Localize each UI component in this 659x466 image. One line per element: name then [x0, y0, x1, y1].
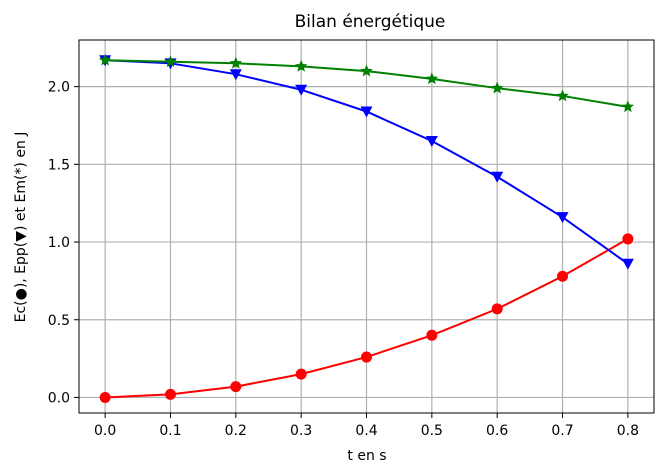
y-tick-label: 1.5 [48, 157, 70, 173]
data-point [557, 270, 569, 282]
y-tick-label: 0.5 [48, 313, 70, 329]
data-point [425, 136, 438, 148]
data-point [360, 64, 373, 77]
data-point [491, 303, 503, 315]
data-point [622, 233, 634, 245]
x-tick-label: 0.7 [551, 423, 573, 439]
data-point [164, 55, 177, 68]
x-tick-label: 0.0 [94, 423, 116, 439]
y-ticks: 0.0 0.5 1.0 1.5 2.0 [48, 80, 79, 406]
data-point [361, 351, 372, 363]
grid [79, 40, 654, 413]
data-point [230, 381, 242, 393]
data-point [295, 84, 308, 96]
data-point [426, 329, 438, 341]
x-tick-label: 0.5 [421, 423, 443, 439]
y-tick-label: 0.0 [48, 390, 70, 406]
data-point [491, 171, 504, 183]
x-tick-label: 0.4 [355, 423, 377, 439]
x-tick-label: 0.3 [290, 423, 312, 439]
y-axis-label: Ec(●), Epp(▼) et Em(*) en J [13, 132, 29, 323]
data-point [164, 388, 176, 400]
data-point [425, 72, 439, 85]
x-tick-label: 0.1 [159, 423, 181, 439]
y-tick-label: 1.0 [48, 235, 70, 251]
data-point [295, 368, 307, 380]
data-point [294, 59, 308, 72]
series-circle [99, 233, 634, 403]
y-tick-label: 2.0 [48, 80, 70, 96]
data-point [98, 53, 112, 66]
data-point [621, 258, 634, 270]
x-tick-label: 0.8 [617, 423, 639, 439]
series-star [98, 53, 635, 113]
data-point [556, 212, 569, 224]
data-point [99, 391, 111, 403]
data-point [229, 69, 242, 81]
x-tick-label: 0.2 [225, 423, 247, 439]
chart-title: Bilan énergétique [295, 12, 446, 32]
x-tick-label: 0.6 [486, 423, 508, 439]
data-point [556, 89, 569, 102]
x-ticks: 0.0 0.1 0.2 0.3 0.4 0.5 0.6 0.7 0.8 [94, 413, 639, 439]
x-axis-label: t en s [347, 448, 386, 464]
series-layer [98, 53, 635, 403]
data-point [621, 100, 635, 113]
data-point [229, 56, 242, 69]
data-point [360, 106, 373, 118]
data-point [491, 81, 504, 94]
